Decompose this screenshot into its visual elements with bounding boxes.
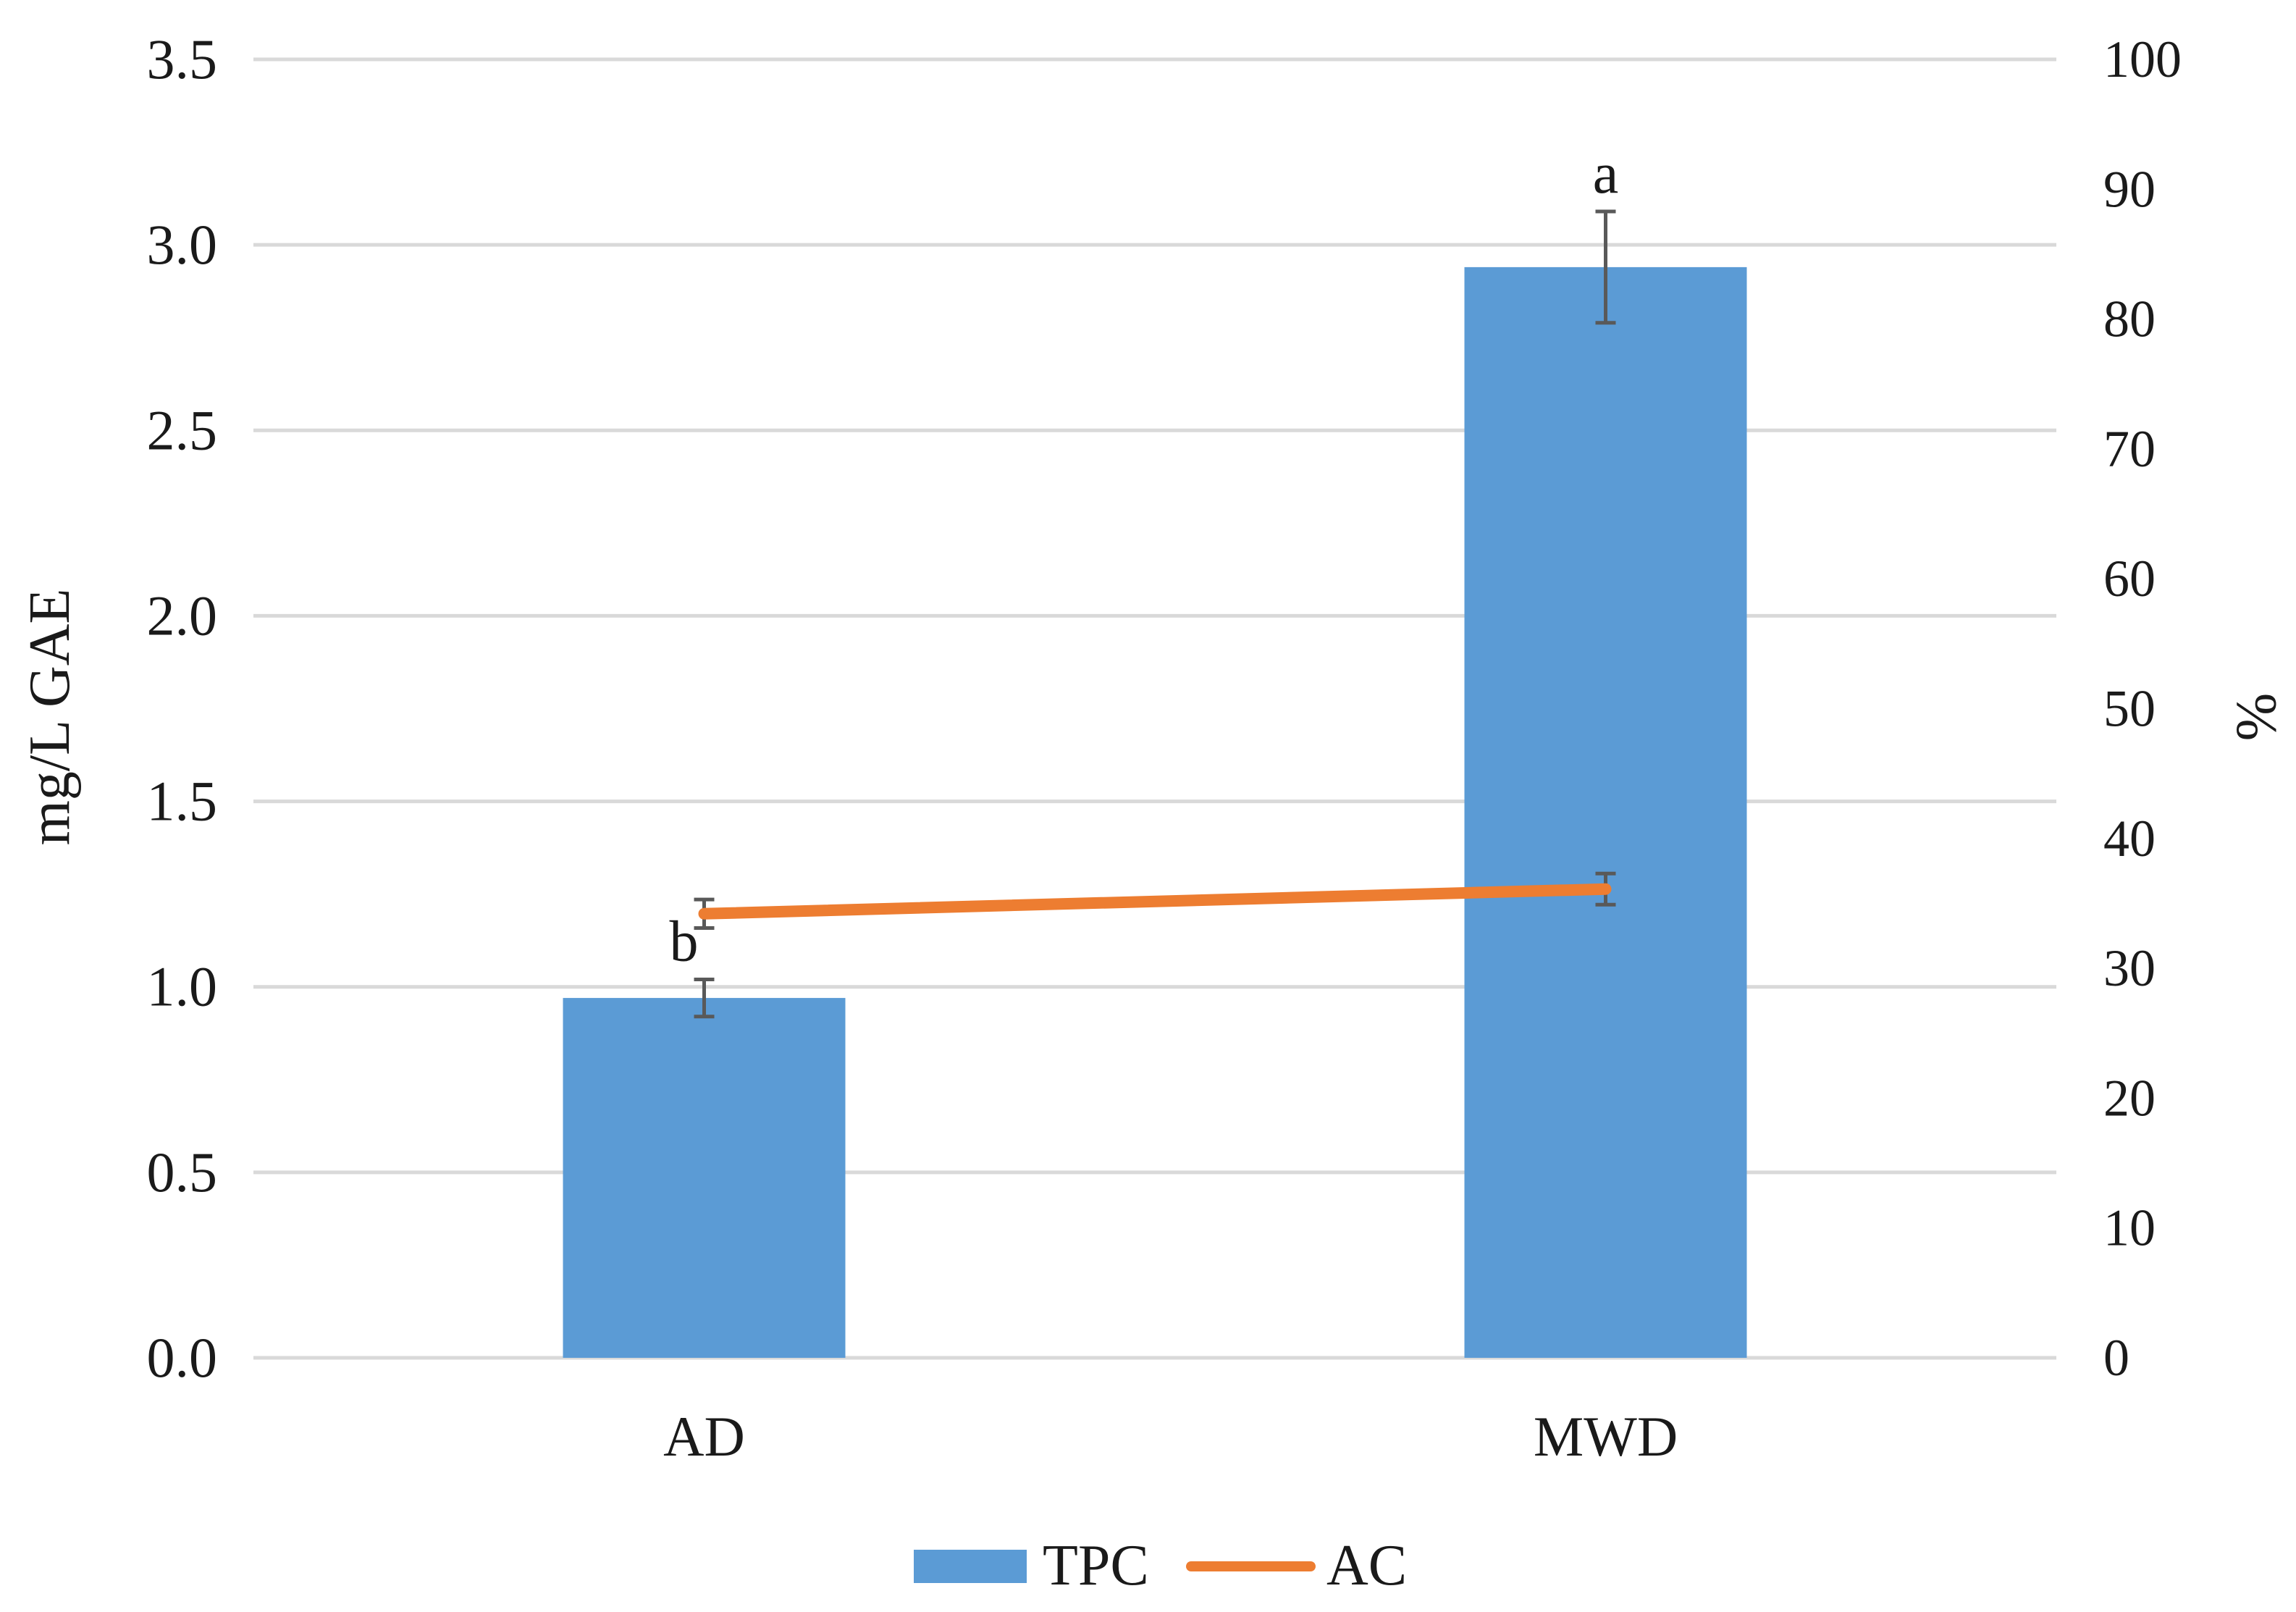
legend-label-ac: AC xyxy=(1326,1534,1407,1598)
ac-line xyxy=(694,871,1616,931)
left-y-tick-label: 1.5 xyxy=(147,770,218,833)
left-y-tick-label: 0.5 xyxy=(147,1141,218,1204)
x-category-label: MWD xyxy=(1534,1405,1678,1468)
left-y-axis-title: mg/L GAE xyxy=(18,589,82,846)
legend: TPC AC xyxy=(914,1534,1407,1598)
left-y-tick-label: 0.0 xyxy=(147,1326,218,1389)
right-y-tick-label: 0 xyxy=(2103,1329,2129,1387)
right-y-tick-label: 80 xyxy=(2103,290,2156,348)
significance-letter: b xyxy=(670,910,699,973)
right-y-tick-label: 40 xyxy=(2103,810,2156,868)
legend-label-tpc: TPC xyxy=(1043,1534,1149,1598)
tpc-bar xyxy=(1464,266,1747,1358)
left-y-tick-label: 3.5 xyxy=(147,28,218,91)
tpc-bars: ba xyxy=(563,142,1747,1358)
significance-letter: a xyxy=(1593,142,1619,206)
ac-series-line xyxy=(698,883,1612,920)
left-y-axis-ticks: 0.0 0.5 1.0 1.5 2.0 2.5 3.0 3.5 xyxy=(147,28,218,1389)
right-y-tick-label: 100 xyxy=(2103,30,2182,88)
legend-swatch-tpc xyxy=(914,1550,1027,1583)
right-y-tick-label: 30 xyxy=(2103,939,2156,997)
left-y-tick-label: 2.0 xyxy=(147,584,218,647)
left-y-tick-label: 1.0 xyxy=(147,955,218,1018)
right-y-axis-title: % xyxy=(2224,693,2288,742)
right-y-tick-label: 10 xyxy=(2103,1199,2156,1257)
tpc-bar xyxy=(563,998,846,1358)
left-y-tick-label: 3.0 xyxy=(147,213,218,276)
left-y-tick-label: 2.5 xyxy=(147,398,218,461)
x-axis-categories: AD MWD xyxy=(663,1405,1678,1468)
right-y-tick-label: 60 xyxy=(2103,550,2156,608)
right-y-tick-label: 70 xyxy=(2103,420,2156,478)
right-y-tick-label: 90 xyxy=(2103,160,2156,218)
right-y-tick-label: 50 xyxy=(2103,680,2156,738)
gridlines xyxy=(253,57,2056,1360)
x-category-label: AD xyxy=(663,1405,745,1468)
right-y-axis-ticks: 0 10 20 30 40 50 60 70 80 90 100 xyxy=(2103,30,2182,1387)
right-y-tick-label: 20 xyxy=(2103,1069,2156,1127)
